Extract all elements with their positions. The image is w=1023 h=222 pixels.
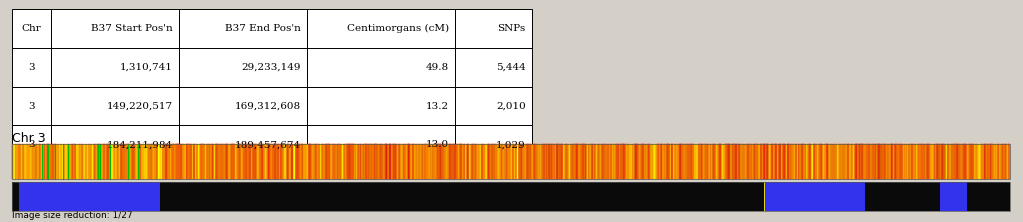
Bar <box>455 9 532 48</box>
Bar <box>455 125 532 164</box>
Bar <box>307 87 455 125</box>
Bar <box>12 9 51 48</box>
Bar <box>12 144 1010 179</box>
Bar <box>12 144 1010 179</box>
Text: 3: 3 <box>29 63 35 72</box>
Text: 29,233,149: 29,233,149 <box>241 63 301 72</box>
Text: Chr 3: Chr 3 <box>12 132 46 145</box>
Text: 3: 3 <box>29 140 35 149</box>
Bar <box>18 182 160 211</box>
Bar <box>51 125 179 164</box>
Text: 13.2: 13.2 <box>426 101 449 111</box>
Text: Centimorgans (cM): Centimorgans (cM) <box>347 24 449 33</box>
Bar <box>764 182 865 211</box>
Text: 3: 3 <box>29 101 35 111</box>
Text: B37 End Pos'n: B37 End Pos'n <box>225 24 301 33</box>
Bar <box>455 87 532 125</box>
Bar <box>12 125 51 164</box>
Bar <box>12 48 51 87</box>
Bar <box>179 48 307 87</box>
Text: 184,211,984: 184,211,984 <box>106 140 173 149</box>
Text: 49.8: 49.8 <box>426 63 449 72</box>
Bar <box>307 9 455 48</box>
Bar <box>12 87 51 125</box>
Bar <box>12 182 1010 211</box>
Bar <box>179 87 307 125</box>
Text: 1,029: 1,029 <box>496 140 526 149</box>
Text: 1,310,741: 1,310,741 <box>120 63 173 72</box>
Text: Image size reduction: 1/27: Image size reduction: 1/27 <box>12 211 133 220</box>
Bar <box>455 48 532 87</box>
Bar <box>179 125 307 164</box>
Text: SNPs: SNPs <box>497 24 526 33</box>
Bar <box>12 182 1010 211</box>
Bar <box>307 125 455 164</box>
Bar <box>940 182 967 211</box>
Bar <box>51 48 179 87</box>
Text: 169,312,608: 169,312,608 <box>234 101 301 111</box>
Text: 2,010: 2,010 <box>496 101 526 111</box>
Text: 13.0: 13.0 <box>426 140 449 149</box>
Text: B37 Start Pos'n: B37 Start Pos'n <box>91 24 173 33</box>
Bar <box>179 9 307 48</box>
Bar <box>51 87 179 125</box>
Text: Chr: Chr <box>21 24 42 33</box>
Bar <box>307 48 455 87</box>
Text: 189,457,674: 189,457,674 <box>234 140 301 149</box>
Text: 149,220,517: 149,220,517 <box>106 101 173 111</box>
Bar <box>51 9 179 48</box>
Text: 5,444: 5,444 <box>496 63 526 72</box>
